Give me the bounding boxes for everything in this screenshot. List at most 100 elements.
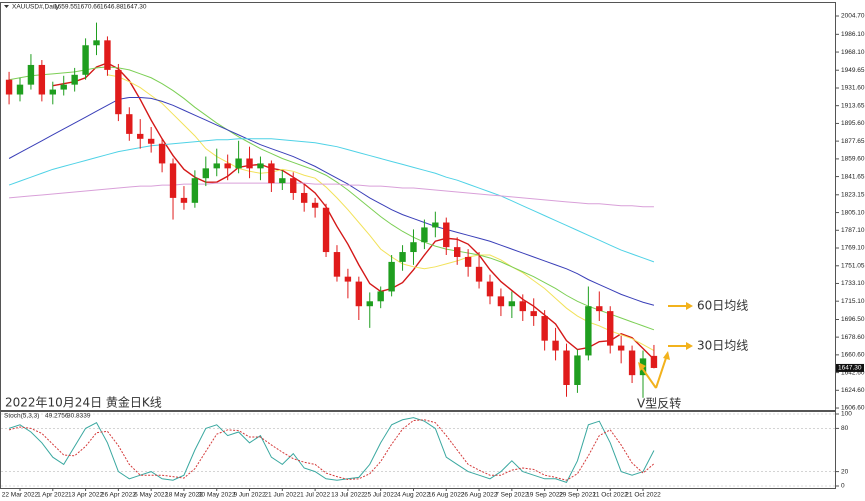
y-tick-label: 1949.65 [841, 67, 865, 74]
x-tick-label: 18 May 2022 [165, 492, 203, 499]
candle-body [38, 64, 46, 95]
candle-body [454, 247, 461, 257]
x-tick-label: 22 Mar 2022 [2, 492, 39, 499]
candle-body [180, 197, 188, 203]
x-tick-label: 13 Apr 2022 [68, 492, 103, 499]
annotation-date: 2022年10月24日 黄金日K线 [5, 395, 162, 410]
candle-body [344, 276, 352, 282]
x-tick-label: 7 Sep 2022 [495, 492, 529, 499]
x-tick-label: 4 Aug 2022 [397, 492, 430, 499]
candle-body [169, 163, 177, 198]
x-tick-label: 19 Sep 2022 [526, 492, 563, 499]
candle-body [607, 311, 614, 346]
candle-body [224, 163, 231, 169]
x-tick-label: 16 Aug 2022 [428, 492, 465, 499]
y-tick-label: 1787.10 [841, 227, 865, 234]
ma-line [8, 138, 655, 263]
candle-body [246, 158, 253, 169]
ma-line [8, 66, 655, 331]
x-tick-label: 29 Sep 2022 [559, 492, 596, 499]
annotation-ma60: 60日均线 [697, 299, 748, 313]
y-tick-label: 1678.60 [841, 334, 865, 341]
stoch-main-value: 49.2756 [45, 413, 69, 420]
candle-body [16, 84, 24, 95]
chart-title: XAUUSD#,Daily [12, 4, 60, 11]
candle-body [126, 114, 133, 134]
candle-body [585, 306, 592, 356]
y-tick-label: 2004.70 [841, 13, 865, 20]
y-tick-label: 1606.60 [841, 405, 865, 412]
header-high: 1670.66 [77, 4, 101, 11]
candle-body [399, 252, 406, 262]
y-tick-label: 1841.65 [841, 173, 865, 180]
v-arrow-left [641, 367, 657, 389]
x-tick-label: 25 Jul 2022 [364, 492, 398, 499]
annotation-arrows [638, 302, 693, 389]
candle-body [71, 74, 78, 85]
candle-body [60, 84, 67, 90]
candle-body [486, 281, 494, 297]
symbol-icon [4, 5, 9, 8]
candle-body [93, 40, 100, 46]
candle-body [410, 242, 417, 253]
y-tick-label: 1751.05 [841, 263, 865, 270]
candle-body [519, 301, 526, 312]
candle-body [82, 45, 89, 75]
x-tick-label: 26 Apr 2022 [101, 492, 136, 499]
stoch-label: Stoch(5,3,3) [4, 413, 39, 420]
candle-body [541, 316, 548, 341]
y-tick-label: 1823.15 [841, 192, 865, 199]
candle-body [104, 40, 111, 70]
header-close: 1647.30 [123, 4, 147, 11]
last-price-label: 1647.30 [838, 365, 862, 372]
candle-body [147, 138, 155, 144]
y-tick-label: 1986.10 [841, 31, 865, 38]
arrow-head [686, 342, 693, 350]
candle-body [596, 306, 603, 312]
ma-line [107, 74, 655, 351]
y-tick-label: 1660.60 [841, 352, 865, 359]
candle-body [158, 143, 166, 164]
candle-body [475, 266, 483, 282]
x-tick-label: 11 Oct 2022 [593, 492, 628, 499]
x-tick-label: 13 Jul 2022 [331, 492, 365, 499]
y-tick-label: 1715.10 [841, 298, 865, 305]
candle-body [333, 252, 341, 277]
y-tick-label: 1696.50 [841, 316, 865, 323]
candle-body [552, 340, 559, 351]
candle-body [617, 345, 625, 351]
candle-body [530, 311, 537, 317]
x-tick-label: 26 Aug 2022 [461, 492, 498, 499]
candle-body [235, 158, 242, 169]
y-tick-label: 1895.60 [841, 120, 865, 127]
candle-body [257, 163, 264, 169]
candle-body [137, 133, 144, 139]
candle-body [27, 64, 35, 85]
candle-body [497, 296, 505, 307]
stoch-line [8, 419, 655, 481]
candle-body [432, 222, 439, 228]
candle-body [213, 163, 220, 169]
header-low: 1646.88 [100, 4, 124, 11]
candle-body [191, 178, 199, 203]
candle-body [290, 178, 297, 193]
annotation-ma30: 30日均线 [697, 339, 748, 353]
stoch-line [8, 417, 655, 484]
candle-body [355, 281, 363, 307]
last-price-tag [836, 363, 864, 372]
candle-body [279, 178, 286, 184]
v-arrow-right [655, 357, 667, 389]
stoch-signal-value: 30.8339 [67, 413, 91, 420]
x-tick-label: 1 Apr 2022 [37, 492, 69, 499]
candle-body [5, 79, 13, 95]
arrow-head [663, 351, 670, 360]
candle-body [311, 202, 319, 208]
candle-body [464, 256, 472, 267]
annotation-v-reversal: V型反转 [637, 396, 681, 411]
y-tick-label: 1913.65 [841, 102, 865, 109]
candle-body [300, 192, 308, 203]
y-tick-label: 1624.60 [841, 387, 865, 394]
arrow-head [638, 362, 646, 371]
